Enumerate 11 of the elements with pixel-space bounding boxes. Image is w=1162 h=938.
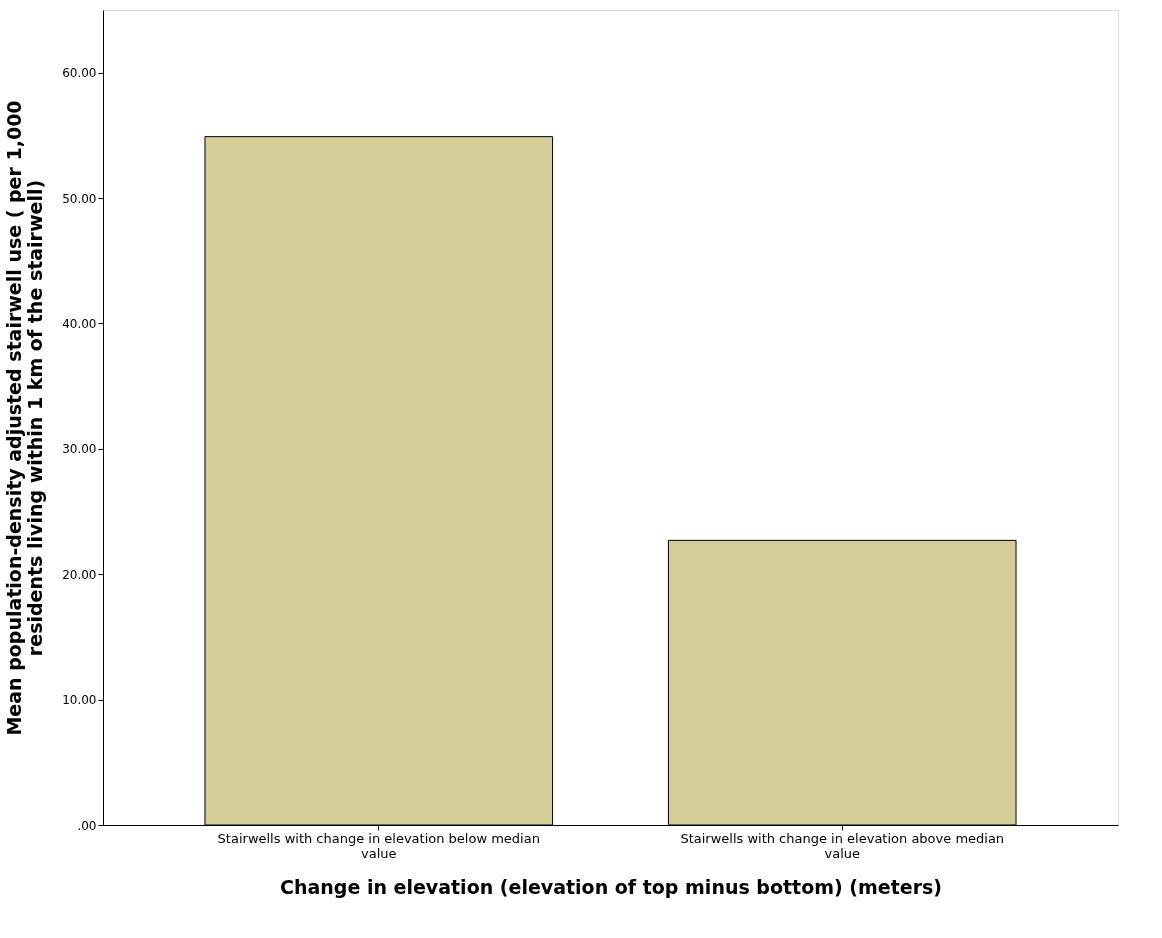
x-tick-label: Stairwells with change in elevation above median value [680,830,1005,861]
y-tick-label: 40.00 [62,316,97,331]
y-tick-label: 60.00 [62,66,97,81]
y-tick-label: .00 [77,818,97,833]
y-tick-label: 30.00 [62,442,97,457]
y-tick-label: 20.00 [62,567,97,582]
y-tick-label: 50.00 [62,191,97,206]
x-axis-title: Change in elevation (elevation of top minus bottom) (meters) [279,875,943,898]
y-axis-title: Mean population-density adjusted stairwell use ( per 1,000 residents living within 1 km of the stairwell) [3,100,47,736]
x-tick-label: Stairwells with change in elevation below median value [217,830,540,861]
y-tick-label: 10.00 [62,693,97,708]
